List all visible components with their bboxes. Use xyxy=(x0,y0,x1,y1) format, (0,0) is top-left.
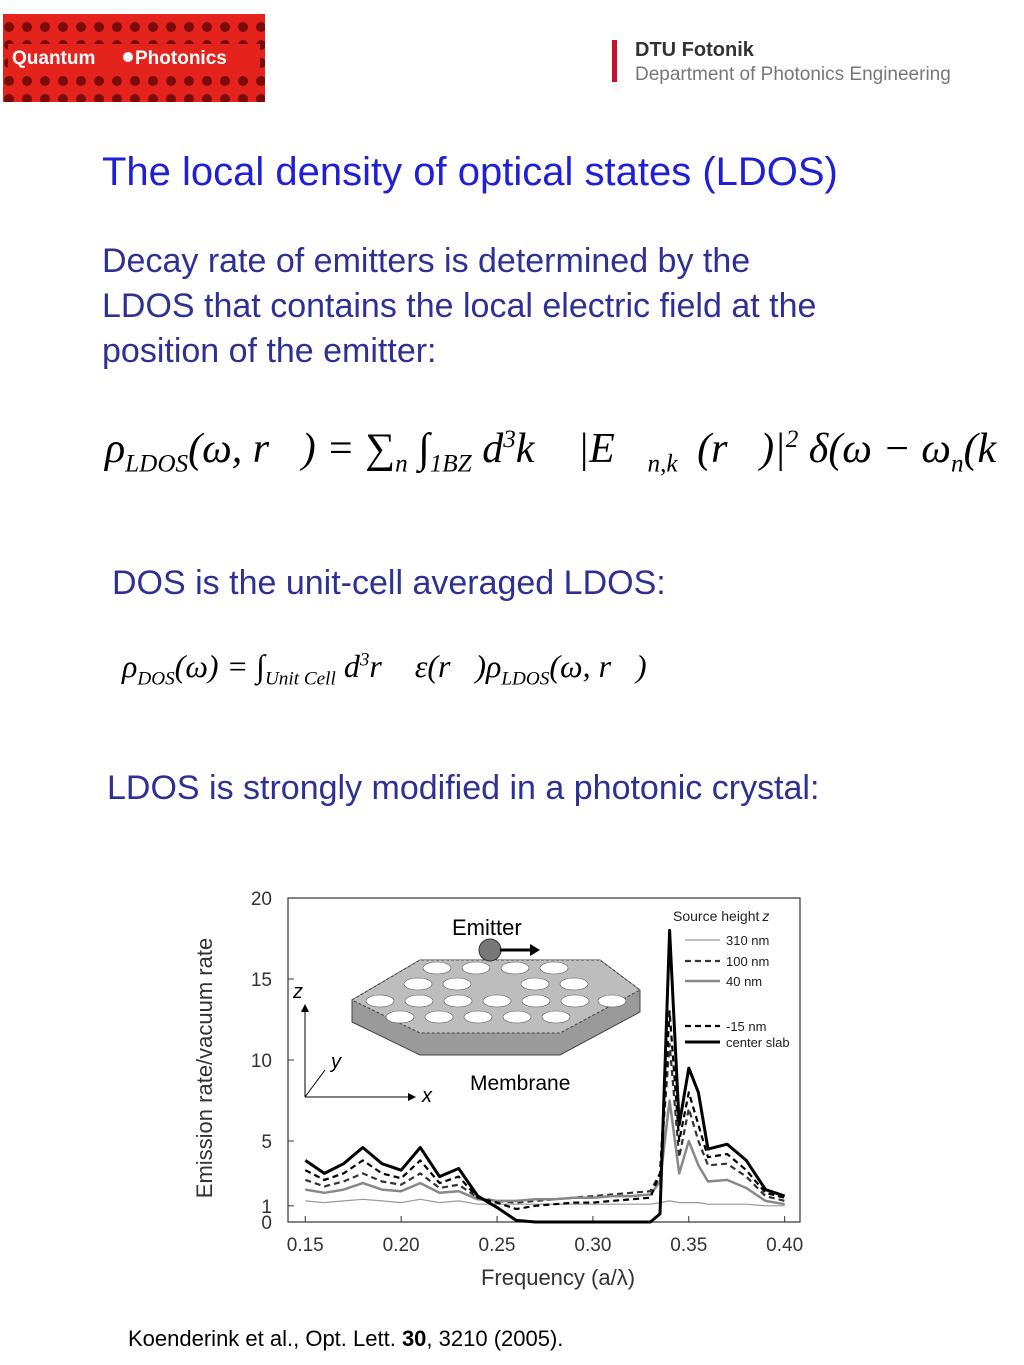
legend-title: Source height z xyxy=(673,908,769,924)
x-tick-label: 0.30 xyxy=(574,1235,611,1256)
paragraph-line: DOS is the unit-cell averaged LDOS: xyxy=(112,564,666,602)
y-tick-label: 5 xyxy=(261,1132,272,1153)
paragraph-line: LDOS that contains the local electric fi… xyxy=(102,287,817,325)
equation-part: d xyxy=(471,426,504,472)
equation-part: ∫ xyxy=(256,648,265,684)
x-tick-label: 0.40 xyxy=(766,1235,803,1256)
y-axis-label: Emission rate/vacuum rate xyxy=(192,938,217,1198)
series-line xyxy=(304,928,786,1224)
arrow-head xyxy=(301,1004,309,1012)
equation-part: ρ xyxy=(122,648,138,684)
equation: ρDOS(ω) = ∫Unit Cell d3r⃗ ε(r⃗)ρLDOS(ω, … xyxy=(122,648,647,690)
x-tick-label: 0.15 xyxy=(287,1235,324,1256)
equation-part: (r⃗)| xyxy=(697,426,786,472)
equation-part: k⃗ |E⃗ xyxy=(515,426,648,472)
org-name: DTU Fotonik xyxy=(635,39,755,61)
equation-part: ρ xyxy=(105,426,126,472)
citation: Koenderink et al., Opt. Lett. 30, 3210 (… xyxy=(128,1326,563,1352)
axis-var: y xyxy=(329,1051,342,1073)
series-line xyxy=(305,1198,785,1207)
paragraph-line: LDOS is strongly modified in a photonic … xyxy=(107,769,820,807)
arrow-head xyxy=(408,1093,416,1101)
equation-part: (ω) = xyxy=(174,648,257,684)
axis-var: x xyxy=(421,1085,433,1107)
slide-title: The local density of optical states (LDO… xyxy=(102,150,838,194)
series-line xyxy=(305,1099,785,1206)
holes xyxy=(365,961,627,1024)
paragraph-line: Decay rate of emitters is determined by … xyxy=(102,242,751,280)
y-tick-label: 1 xyxy=(261,1197,272,1218)
legend-label: 40 nm xyxy=(726,974,762,989)
equation-part: ∫ xyxy=(407,426,430,472)
equation-subscript: Unit Cell xyxy=(264,668,336,690)
org-department: Department of Photonics Engineering xyxy=(635,64,951,85)
equation-subscript: DOS xyxy=(137,668,175,690)
inset-label: Emitter xyxy=(452,915,522,940)
legend-title-var: z xyxy=(761,908,769,924)
citation-text: , 3210 (2005). xyxy=(426,1326,564,1351)
equation-part: (ω, r⃗) = xyxy=(188,426,366,472)
equation-part: r⃗ ε(r⃗)ρ xyxy=(369,648,502,684)
logo-text: Quantum xyxy=(12,48,95,69)
axis-arrow xyxy=(304,1069,326,1098)
inset: Emitter Membrane z y x xyxy=(292,915,641,1107)
equation-part: d xyxy=(335,648,360,684)
legend-label: 100 nm xyxy=(726,954,769,969)
y-tick-label: 10 xyxy=(251,1051,272,1072)
logo-text: Photonics xyxy=(135,48,227,69)
citation-text: Koenderink et al., Opt. Lett. xyxy=(128,1326,402,1351)
equation-subscript: LDOS xyxy=(501,668,550,690)
y-tick-label: 20 xyxy=(251,889,272,910)
legend-title-text: Source height xyxy=(673,908,760,924)
paragraph-line: position of the emitter: xyxy=(102,332,437,370)
y-tick-label: 0 xyxy=(261,1213,272,1234)
x-tick-label: 0.20 xyxy=(383,1235,420,1256)
equation-superscript: 3 xyxy=(503,426,516,453)
x-tick-label: 0.35 xyxy=(670,1235,707,1256)
y-tick-label: 15 xyxy=(251,970,272,991)
citation-volume: 30 xyxy=(401,1326,427,1351)
equation-superscript: 3 xyxy=(359,649,370,671)
equation-subscript: n xyxy=(395,450,408,478)
series-line xyxy=(304,1042,785,1204)
legend-label: center slab xyxy=(726,1035,790,1050)
series-line xyxy=(304,1010,785,1211)
arrow-head xyxy=(530,944,540,956)
emitter-dot xyxy=(478,938,502,962)
logo-band xyxy=(8,44,260,70)
equation-part: δ(ω − ω xyxy=(798,426,951,472)
dtu-bar xyxy=(612,40,617,82)
axis-var: z xyxy=(292,981,303,1003)
equation-subscript: 1BZ xyxy=(429,450,472,478)
x-tick-label: 0.25 xyxy=(479,1235,516,1256)
equation-part: (k⃗)) xyxy=(963,426,1024,472)
equation-part: ∑ xyxy=(365,426,396,472)
legend-label: 310 nm xyxy=(726,933,769,948)
inset-label: Membrane xyxy=(470,1072,570,1095)
equation: ρLDOS(ω, r⃗) = ∑n ∫1BZ d3k⃗ |E⃗n,k⃗(r⃗)|… xyxy=(105,425,1024,478)
equation-superscript: 2 xyxy=(785,426,799,453)
equation-subscript: n,k⃗ xyxy=(647,450,698,478)
equation-subscript: LDOS xyxy=(125,450,189,478)
equation-part: (ω, r⃗) xyxy=(549,648,647,684)
logo-star xyxy=(123,52,133,62)
x-axis-label: Frequency (a/λ) xyxy=(481,1265,635,1290)
legend-label: -15 nm xyxy=(726,1019,766,1034)
equation-subscript: n xyxy=(950,450,964,478)
